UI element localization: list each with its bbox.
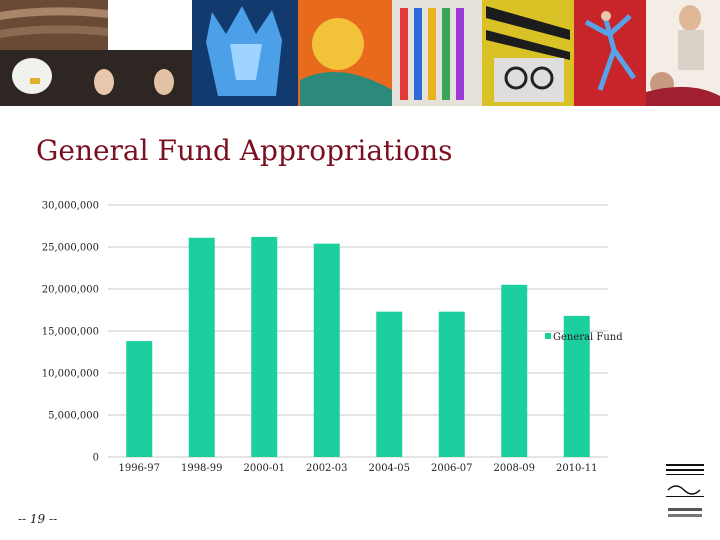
x-tick-label: 2008-09 [493, 463, 535, 474]
minnesota-state-arts-board-logo [660, 462, 710, 526]
y-tick-label: 20,000,000 [42, 285, 99, 296]
y-tick-label: 25,000,000 [42, 243, 99, 254]
bar-2000-01 [251, 236, 278, 457]
y-axis-ticks: 0 5,000,000 10,000,000 15,000,000 20,000,000… [42, 201, 99, 464]
y-tick-label: 5,000,000 [48, 411, 99, 422]
legend-swatch [545, 333, 551, 339]
eagle-and-dancers-photo [0, 50, 192, 106]
carved-wood-photo [0, 0, 108, 50]
y-tick-label: 10,000,000 [42, 369, 99, 380]
y-tick-label: 15,000,000 [42, 327, 99, 338]
colorful-painting-photo [298, 0, 392, 106]
x-tick-label: 2000-01 [243, 463, 285, 474]
bar-2008-09 [501, 284, 528, 457]
page-number: -- 19 -- [18, 512, 58, 526]
slide-title: General Fund Appropriations [36, 134, 453, 167]
x-tick-label: 1998-99 [181, 463, 223, 474]
blue-glass-sculpture-photo [192, 0, 298, 106]
theater-actors-photo [646, 0, 720, 106]
legend: General Fund [545, 332, 623, 343]
bar-2002-03 [313, 243, 340, 457]
zebra-and-face-artwork-photo [482, 0, 574, 106]
bar-2006-07 [438, 311, 465, 457]
dancer-on-red-photo [574, 0, 646, 106]
bar-2010-11 [563, 315, 590, 457]
bar-2004-05 [376, 311, 403, 457]
x-tick-label: 2006-07 [431, 463, 473, 474]
y-tick-label: 0 [93, 453, 99, 464]
x-tick-label: 1996-97 [118, 463, 160, 474]
x-tick-label: 2010-11 [556, 463, 598, 474]
bar-1998-99 [188, 237, 215, 457]
bar-1996-97 [126, 341, 153, 457]
grid-lines [108, 204, 608, 458]
x-axis-ticks: 1996-97 1998-99 2000-01 2002-03 2004-05 2006-… [118, 463, 597, 474]
photo-banner [0, 0, 720, 106]
x-tick-label: 2002-03 [306, 463, 348, 474]
x-tick-label: 2004-05 [368, 463, 410, 474]
bars [126, 236, 590, 457]
y-tick-label: 30,000,000 [42, 201, 99, 212]
colored-cables-photo [392, 0, 482, 106]
legend-label: General Fund [553, 332, 623, 343]
